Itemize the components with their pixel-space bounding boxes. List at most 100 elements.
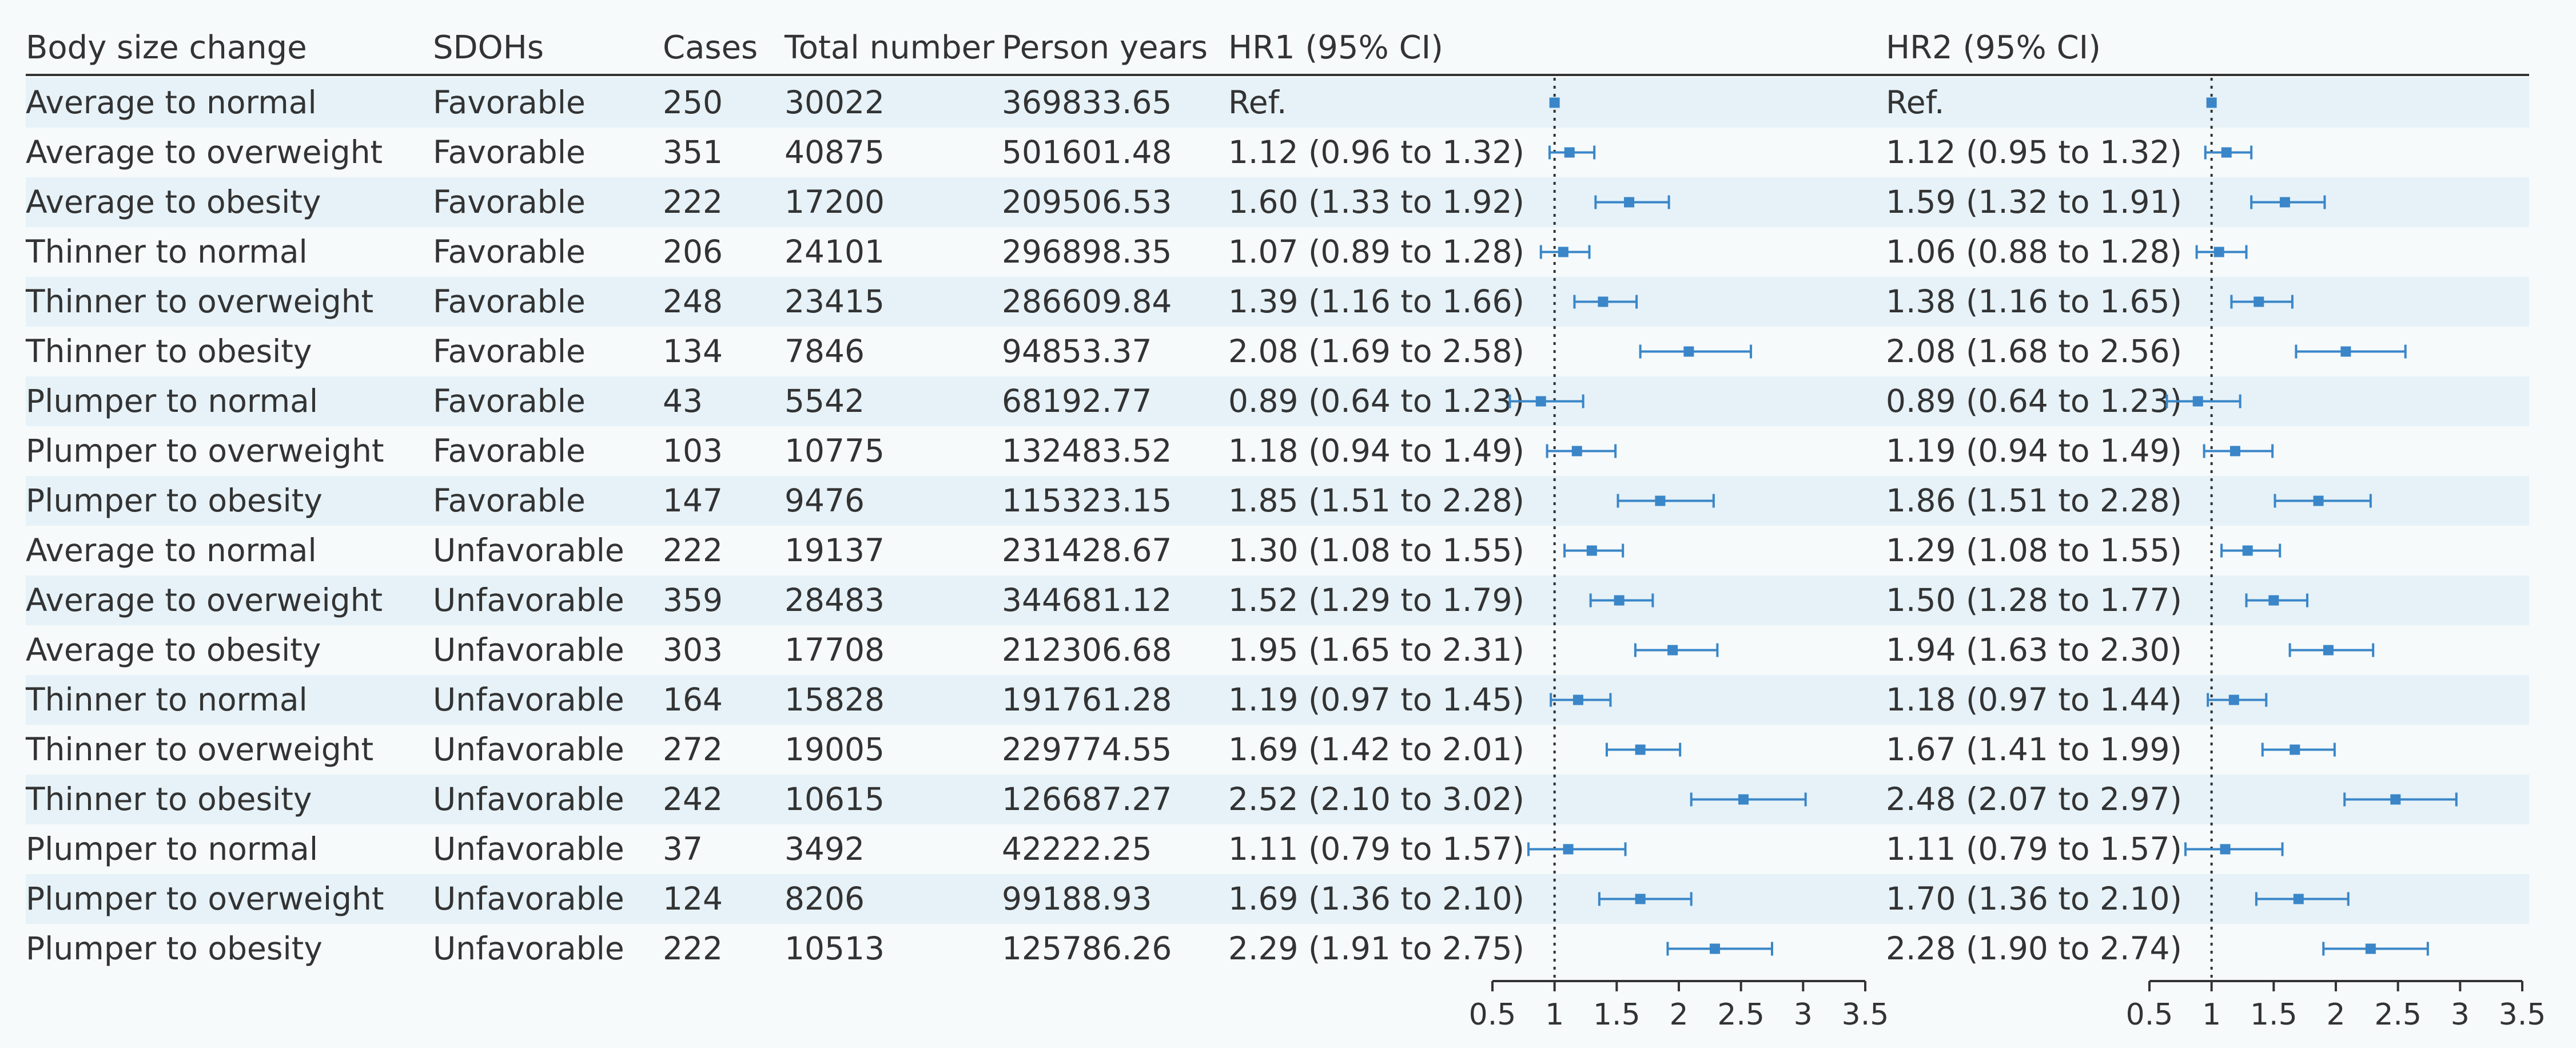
hr1-estimate-point [1549,97,1560,108]
header-sdoh: SDOHs [433,29,544,66]
cell-hr2: 1.11 (0.79 to 1.57) [1886,831,2182,867]
cell-total: 3492 [785,831,865,867]
cell-hr2: 1.19 (0.94 to 1.49) [1886,432,2182,469]
hr2-tick-label: 3.5 [2499,998,2546,1032]
cell-sdoh: Unfavorable [433,880,624,917]
cell-person-years: 125786.26 [1002,930,1172,967]
hr2-tick-label: 0.5 [2126,998,2173,1032]
hr1-estimate-point [1635,744,1646,755]
cell-total: 24101 [785,233,885,270]
cell-person-years: 94853.37 [1002,333,1152,370]
cell-body-size: Thinner to obesity [26,333,312,370]
cell-person-years: 126687.27 [1002,781,1172,817]
cell-cases: 242 [663,781,723,817]
cell-person-years: 231428.67 [1002,532,1172,569]
cell-cases: 37 [663,831,703,867]
cell-hr2: 1.67 (1.41 to 1.99) [1886,731,2182,768]
cell-body-size: Thinner to overweight [26,731,374,768]
cell-hr2: 1.29 (1.08 to 1.55) [1886,532,2182,569]
cell-hr1: 1.12 (0.96 to 1.32) [1228,134,1524,170]
hr2-estimate-point [2390,794,2401,805]
cell-hr1: 1.95 (1.65 to 2.31) [1228,632,1524,668]
hr2-estimate-point [2313,495,2324,506]
hr1-estimate-point [1683,346,1694,357]
cell-total: 30022 [785,84,885,121]
hr2-tick-label: 2.5 [2374,998,2422,1032]
cell-cases: 147 [663,482,723,519]
cell-total: 40875 [785,134,885,170]
hr1-estimate-point [1571,446,1582,456]
cell-hr1: 1.30 (1.08 to 1.55) [1228,532,1524,569]
hr1-estimate-point [1558,247,1568,257]
cell-hr1: 2.29 (1.91 to 2.75) [1228,930,1524,967]
header-person-years: Person years [1002,29,1208,66]
hr1-estimate-point [1572,694,1583,705]
hr1-estimate-point [1624,197,1635,208]
cell-sdoh: Unfavorable [433,930,624,967]
cell-total: 10615 [785,781,885,817]
row-stripe [26,376,2529,426]
header-cases: Cases [663,29,758,66]
cell-sdoh: Favorable [433,283,586,320]
cell-total: 5542 [785,383,865,419]
hr2-estimate-point [2290,744,2300,755]
cell-hr2: 1.86 (1.51 to 2.28) [1886,482,2182,519]
hr2-tick-label: 1.5 [2250,998,2298,1032]
row-stripe [26,78,2529,128]
cell-body-size: Average to obesity [26,632,321,668]
cell-total: 9476 [785,482,865,519]
cell-person-years: 42222.25 [1002,831,1152,867]
hr2-estimate-point [2228,694,2239,705]
cell-total: 10513 [785,930,885,967]
cell-hr1: 1.18 (0.94 to 1.49) [1228,432,1524,469]
cell-hr1: 1.60 (1.33 to 1.92) [1228,184,1524,220]
hr1-estimate-point [1535,396,1546,407]
cell-sdoh: Favorable [433,383,586,419]
hr2-estimate-point [2293,894,2304,904]
cell-cases: 222 [663,532,723,569]
cell-cases: 303 [663,632,723,668]
hr1-tick-label: 1.5 [1593,998,1641,1032]
hr1-estimate-point [1655,495,1666,506]
cell-person-years: 99188.93 [1002,880,1152,917]
cell-hr1: 1.39 (1.16 to 1.66) [1228,283,1524,320]
cell-hr2: 1.06 (0.88 to 1.28) [1886,233,2182,270]
hr1-estimate-point [1738,794,1749,805]
hr2-estimate-point [2340,346,2351,357]
cell-sdoh: Favorable [433,333,586,370]
hr2-tick-label: 1 [2202,998,2221,1032]
hr1-estimate-point [1710,943,1721,954]
header-body-size: Body size change [26,29,307,66]
cell-person-years: 68192.77 [1002,383,1152,419]
row-stripe [26,476,2529,526]
cell-total: 17200 [785,184,885,220]
cell-person-years: 344681.12 [1002,582,1172,618]
cell-total: 19137 [785,532,885,569]
hr2-estimate-point [2206,97,2217,108]
hr1-estimate-point [1667,645,1678,656]
cell-cases: 103 [663,432,723,469]
header-hr2: HR2 (95% CI) [1886,29,2101,66]
cell-sdoh: Unfavorable [433,582,624,618]
cell-cases: 222 [663,184,723,220]
cell-hr2: 1.50 (1.28 to 1.77) [1886,582,2182,618]
cell-hr2: 1.94 (1.63 to 2.30) [1886,632,2182,668]
cell-sdoh: Favorable [433,184,586,220]
cell-sdoh: Favorable [433,134,586,170]
cell-cases: 124 [663,880,723,917]
hr1-estimate-point [1635,894,1646,904]
cell-hr2: 1.12 (0.95 to 1.32) [1886,134,2182,170]
cell-body-size: Plumper to obesity [26,930,323,967]
cell-total: 8206 [785,880,865,917]
cell-body-size: Average to normal [26,532,317,569]
cell-hr1: 1.52 (1.29 to 1.79) [1228,582,1524,618]
cell-body-size: Plumper to normal [26,831,318,867]
hr2-estimate-point [2253,296,2264,307]
cell-cases: 222 [663,930,723,967]
cell-body-size: Average to normal [26,84,317,121]
cell-hr2: 2.08 (1.68 to 2.56) [1886,333,2182,370]
hr1-estimate-point [1586,545,1597,556]
hr2-estimate-point [2279,197,2290,208]
cell-body-size: Thinner to obesity [26,781,312,817]
hr2-estimate-point [2220,844,2231,855]
